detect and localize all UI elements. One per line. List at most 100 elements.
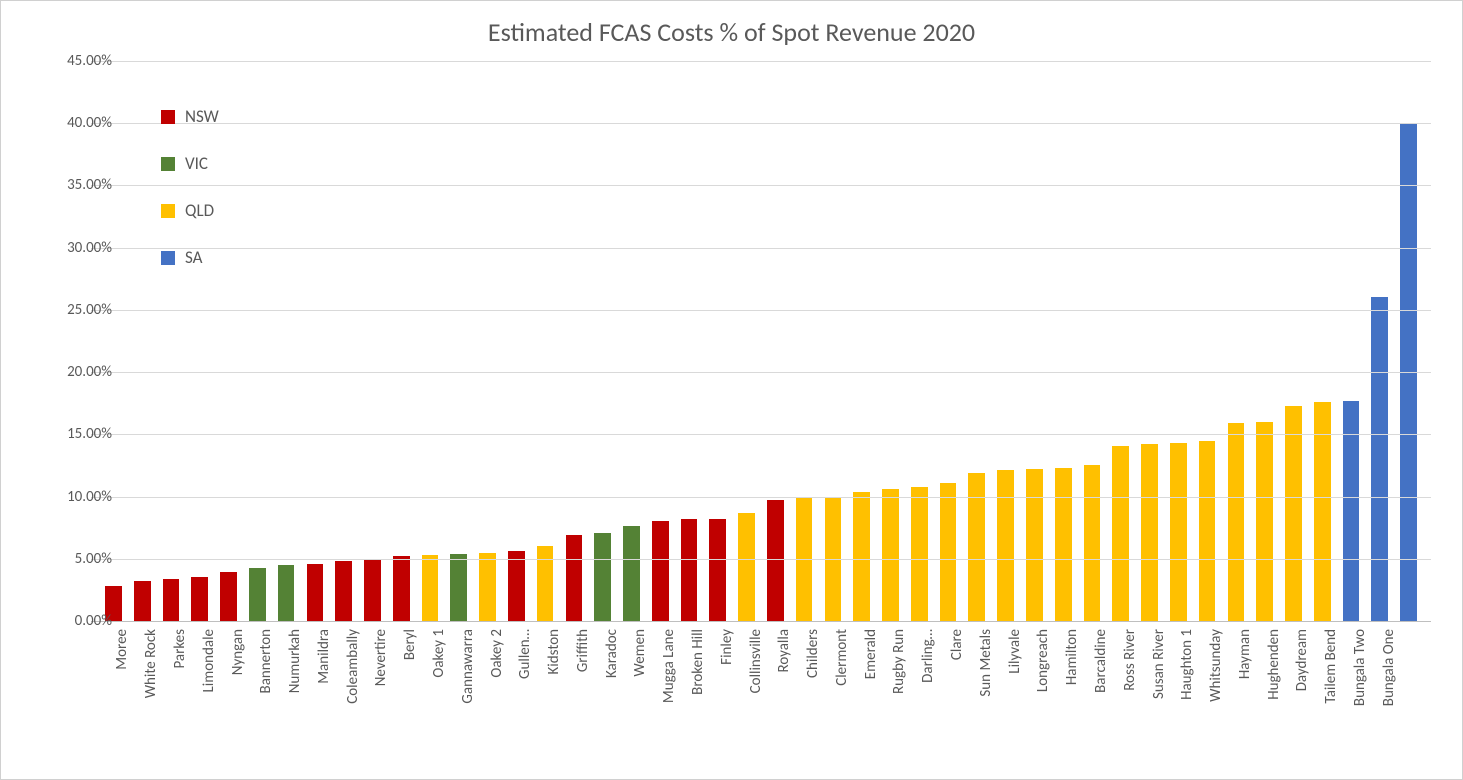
bar [1112,446,1129,621]
x-label-slot: Mugga Lane [646,623,675,773]
y-tick-label: 10.00% [32,488,112,506]
bar [393,556,410,621]
bar [1256,422,1273,621]
bar [767,500,784,621]
x-label-slot: Manildra [300,623,329,773]
bar [1285,406,1302,621]
bar [1026,469,1043,621]
legend-swatch [161,204,175,218]
x-label-slot: Numurkah [272,623,301,773]
bar-slot [444,61,473,621]
legend-item: VIC [161,153,219,174]
bar [853,492,870,621]
gridline [91,248,1431,249]
bar-slot [1135,61,1164,621]
plot-area [91,61,1431,621]
x-label-slot: Karadoc [588,623,617,773]
x-label-slot: Parkes [157,623,186,773]
bar [968,473,985,621]
gridline [91,621,1431,622]
bar [652,521,669,621]
bar-slot [416,61,445,621]
x-label-slot: Griffith [560,623,589,773]
bar-slot [675,61,704,621]
x-label-slot: Hamilton [1049,623,1078,773]
bar-slot [99,61,128,621]
x-label-slot: Bungala One [1365,623,1394,773]
x-label-slot: Nyngan [214,623,243,773]
bar-slot [387,61,416,621]
bar-slot [1106,61,1135,621]
bar-slot [473,61,502,621]
x-label-slot: Clermont [819,623,848,773]
bar-slot [876,61,905,621]
x-label-slot: Nevertire [358,623,387,773]
x-label-slot: Haughton 1 [1164,623,1193,773]
bar-slot [560,61,589,621]
bar [566,535,583,621]
bar [1371,297,1388,621]
bar-slot [1279,61,1308,621]
x-label-slot: Tailem Bend [1308,623,1337,773]
bar [307,564,324,621]
bar-slot [819,61,848,621]
x-label-slot: Broken Hill [675,623,704,773]
bar [450,554,467,621]
bar [479,553,496,621]
bar [623,526,640,621]
bar-slot [991,61,1020,621]
bar-slot [128,61,157,621]
y-tick-label: 15.00% [32,425,112,443]
gridline [91,434,1431,435]
bar [709,519,726,621]
x-label-slot: Bungala Two [1337,623,1366,773]
x-label-slot: Oakey 2 [473,623,502,773]
bar-slot [1164,61,1193,621]
legend-label: VIC [185,153,208,174]
bar-slot [358,61,387,621]
bar-slot [1049,61,1078,621]
bar [882,489,899,621]
bar-slot [1193,61,1222,621]
bar-slot [272,61,301,621]
bar-slot [962,61,991,621]
bar [1228,423,1245,621]
bar [364,560,381,621]
bar [163,579,180,621]
gridline [91,559,1431,560]
bar [1199,441,1216,621]
bar-slot [761,61,790,621]
gridline [91,123,1431,124]
bar-slot [588,61,617,621]
x-label-slot: Sun Metals [962,623,991,773]
bar-slot [1250,61,1279,621]
bar-slot [1308,61,1337,621]
x-label-slot: Longreach [1020,623,1049,773]
gridline [91,310,1431,311]
legend-label: QLD [185,200,214,221]
x-label-slot: Coleambally [329,623,358,773]
gridline [91,372,1431,373]
x-label-slot: Rugby Run [876,623,905,773]
bar [220,572,237,621]
bar [249,568,266,622]
x-label-slot: Ross River [1106,623,1135,773]
bar [738,513,755,621]
gridline [91,497,1431,498]
y-tick-label: 30.00% [32,239,112,257]
x-label-slot: Hayman [1221,623,1250,773]
bar [681,519,698,621]
x-label-slot: Collinsville [732,623,761,773]
bar [335,561,352,621]
bar [278,565,295,621]
legend-label: SA [185,247,203,268]
x-label-slot: Whitsunday [1193,623,1222,773]
y-tick-label: 5.00% [32,550,112,568]
bar-slot [703,61,732,621]
legend-item: QLD [161,200,219,221]
chart-title: Estimated FCAS Costs % of Spot Revenue 2… [1,16,1462,48]
gridline [91,185,1431,186]
gridline [91,61,1431,62]
bar-slot [531,61,560,621]
y-tick-label: 45.00% [32,52,112,70]
